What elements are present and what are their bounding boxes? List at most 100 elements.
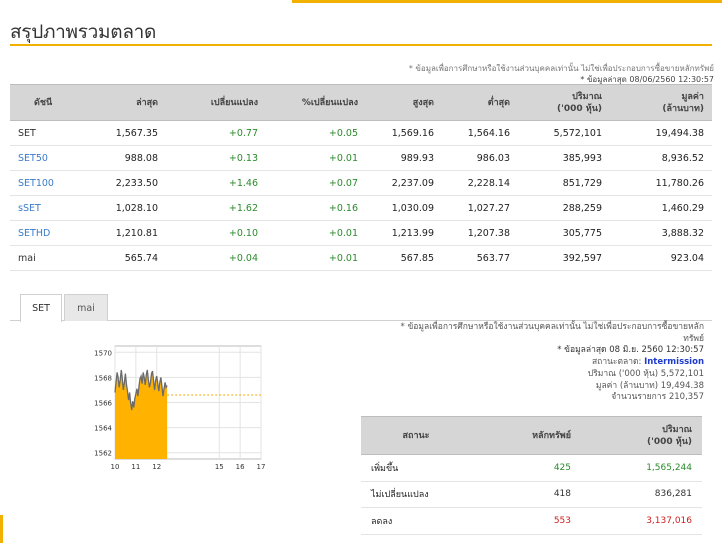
- breadth-vol-unchanged: 836,281: [581, 481, 702, 508]
- title-divider: [10, 44, 712, 46]
- index-volume: 385,993: [518, 145, 610, 171]
- index-name[interactable]: SETHD: [10, 220, 88, 246]
- index-high: 1,213.99: [366, 220, 442, 246]
- left-accent-bar: [0, 515, 3, 543]
- header-status: สถานะ: [361, 416, 471, 455]
- chart-y-tick-label: 1566: [94, 400, 112, 408]
- market-volume-label: ปริมาณ ('000 หุ้น): [587, 368, 659, 379]
- header-index: ดัชนี: [10, 84, 88, 121]
- index-last: 988.08: [88, 145, 166, 171]
- header-change: เปลี่ยนแปลง: [166, 84, 266, 121]
- index-table: ดัชนี ล่าสุด เปลี่ยนแปลง %เปลี่ยนแปลง สู…: [10, 84, 712, 271]
- market-disclaimer: * ข้อมูลเพื่อการศึกษาหรือใช้งานส่วนบุคคล…: [400, 322, 704, 332]
- top-accent-bar: [292, 0, 722, 3]
- chart-y-tick-label: 1562: [94, 450, 112, 458]
- index-name[interactable]: SET100: [10, 170, 88, 196]
- breadth-vol-down: 3,137,016: [581, 507, 702, 535]
- intraday-chart: 1562 1564 1566 1568 1570 10 11 12 15 16 17: [88, 342, 278, 477]
- index-high: 567.85: [366, 245, 442, 271]
- index-pct-change: +0.05: [266, 120, 366, 146]
- index-table-header: ดัชนี ล่าสุด เปลี่ยนแปลง %เปลี่ยนแปลง สู…: [10, 84, 712, 121]
- chart-area-fill: [115, 369, 168, 459]
- index-low: 1,207.38: [442, 220, 518, 246]
- index-volume: 305,775: [518, 220, 610, 246]
- chart-x-tick-label: 15: [215, 463, 224, 471]
- breadth-table-header: สถานะ หลักทรัพย์ ปริมาณ ('000 หุ้น): [361, 416, 702, 455]
- index-tabs: SET mai: [10, 291, 712, 322]
- breadth-count-down: 553: [471, 507, 581, 535]
- index-low: 563.77: [442, 245, 518, 271]
- header-pct-change: %เปลี่ยนแปลง: [266, 84, 366, 121]
- index-change: +0.04: [166, 245, 266, 271]
- header-value: มูลค่า (ล้านบาท): [610, 84, 712, 121]
- market-status-label: สถานะตลาด:: [591, 357, 642, 368]
- market-status-value: Intermission: [644, 357, 704, 368]
- index-last: 1,567.35: [88, 120, 166, 146]
- header-breadth-volume: ปริมาณ ('000 หุ้น): [581, 416, 702, 455]
- header-high: สูงสุด: [366, 84, 442, 121]
- updated-note: * ข้อมูลล่าสุด 08/06/2560 12:30:57: [580, 75, 714, 84]
- index-name[interactable]: sSET: [10, 195, 88, 221]
- chart-x-tick-label: 12: [152, 463, 161, 471]
- market-value-row: มูลค่า (ล้านบาท) 19,494.38: [359, 381, 704, 393]
- market-deals-label: จำนวนรายการ: [611, 392, 667, 403]
- tab-mai[interactable]: mai: [64, 294, 108, 321]
- index-volume: 851,729: [518, 170, 610, 196]
- index-value: 3,888.32: [610, 220, 712, 246]
- chart-x-tick-label: 16: [236, 463, 245, 471]
- breadth-vol-up: 1,565,244: [581, 454, 702, 482]
- chart-x-tick-label: 10: [111, 463, 120, 471]
- index-pct-change: +0.01: [266, 145, 366, 171]
- index-value: 19,494.38: [610, 120, 712, 146]
- market-volume-value: 5,572,101: [660, 368, 704, 379]
- index-volume: 392,597: [518, 245, 610, 271]
- index-pct-change: +0.01: [266, 245, 366, 271]
- index-low: 986.03: [442, 145, 518, 171]
- chart-y-tick-label: 1564: [94, 425, 112, 433]
- index-name: SET: [10, 120, 88, 146]
- index-low: 1,564.16: [442, 120, 518, 146]
- market-status-row: สถานะตลาด: Intermission: [359, 357, 704, 369]
- market-value-value: 19,494.38: [660, 380, 704, 391]
- breadth-status-down: ลดลง: [361, 507, 471, 535]
- market-deals-row: จำนวนรายการ 210,357: [359, 392, 704, 404]
- disclaimer-note: * ข้อมูลเพื่อการศึกษาหรือใช้งานส่วนบุคคล…: [408, 64, 714, 73]
- market-deals-value: 210,357: [668, 392, 704, 403]
- index-row: SET50 988.08 +0.13 +0.01 989.93 986.03 385,993…: [10, 145, 712, 171]
- header-volume: ปริมาณ ('000 หุ้น): [518, 84, 610, 121]
- header-low: ต่ำสุด: [442, 84, 518, 121]
- index-row: SET 1,567.35 +0.77 +0.05 1,569.16 1,564.16 5,5…: [10, 120, 712, 146]
- index-high: 2,237.09: [366, 170, 442, 196]
- breadth-row-up: เพิ่มขึ้น 425 1,565,244: [361, 454, 702, 482]
- market-updated: * ข้อมูลล่าสุด 08 มิ.ย. 2560 12:30:57: [557, 345, 704, 356]
- index-pct-change: +0.01: [266, 220, 366, 246]
- index-last: 1,210.81: [88, 220, 166, 246]
- index-name[interactable]: SET50: [10, 145, 88, 171]
- breadth-row-unchanged: ไม่เปลี่ยนแปลง 418 836,281: [361, 481, 702, 508]
- index-high: 1,030.09: [366, 195, 442, 221]
- index-value: 923.04: [610, 245, 712, 271]
- chart-y-tick-label: 1568: [94, 374, 112, 382]
- breadth-status-unchanged: ไม่เปลี่ยนแปลง: [361, 481, 471, 508]
- index-value: 1,460.29: [610, 195, 712, 221]
- tab-set[interactable]: SET: [20, 294, 62, 322]
- breadth-table: สถานะ หลักทรัพย์ ปริมาณ ('000 หุ้น) เพิ่…: [361, 416, 702, 535]
- index-high: 989.93: [366, 145, 442, 171]
- chart-x-tick-label: 17: [257, 463, 266, 471]
- index-pct-change: +0.07: [266, 170, 366, 196]
- breadth-count-up: 425: [471, 454, 581, 482]
- index-row: SET100 2,233.50 +1.46 +0.07 2,237.09 2,228.14…: [10, 170, 712, 196]
- header-last: ล่าสุด: [88, 84, 166, 121]
- breadth-row-down: ลดลง 553 3,137,016: [361, 507, 702, 535]
- index-last: 565.74: [88, 245, 166, 271]
- index-change: +0.10: [166, 220, 266, 246]
- breadth-status-up: เพิ่มขึ้น: [361, 454, 471, 482]
- index-change: +0.13: [166, 145, 266, 171]
- market-info: * ข้อมูลเพื่อการศึกษาหรือใช้งานส่วนบุคคล…: [359, 322, 704, 404]
- index-high: 1,569.16: [366, 120, 442, 146]
- index-volume: 288,259: [518, 195, 610, 221]
- index-name: mai: [10, 245, 88, 271]
- market-value-label: มูลค่า (ล้านบาท): [595, 380, 659, 391]
- market-volume-row: ปริมาณ ('000 หุ้น) 5,572,101: [359, 369, 704, 381]
- index-value: 11,780.26: [610, 170, 712, 196]
